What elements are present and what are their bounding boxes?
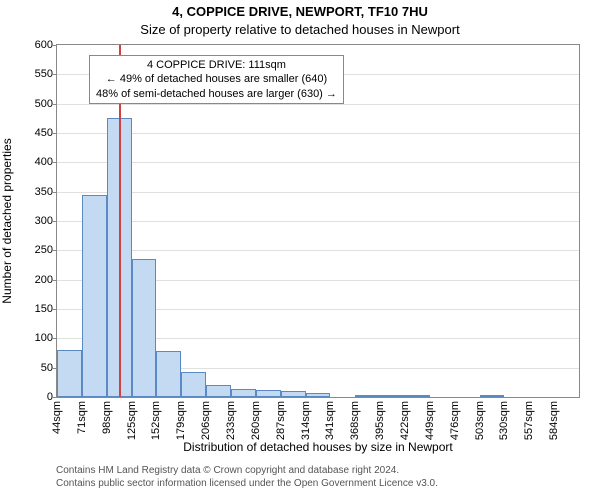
histogram-bar: [82, 195, 107, 397]
x-tick-label: 206sqm: [200, 401, 212, 440]
y-tick-label: 500: [13, 98, 53, 110]
y-tick-mark: [53, 45, 57, 46]
x-tick-label: 287sqm: [275, 401, 287, 440]
x-tick-label: 449sqm: [424, 401, 436, 440]
y-tick-label: 100: [13, 332, 53, 344]
footer-line-2: Contains public sector information licen…: [56, 478, 580, 491]
x-tick-label: 476sqm: [449, 401, 461, 440]
chart-plot-area: 05010015020025030035040045050055060044sq…: [56, 44, 580, 398]
gridline-h: [57, 133, 579, 134]
x-tick-label: 125sqm: [126, 401, 138, 440]
gridline-h: [57, 162, 579, 163]
x-tick-label: 71sqm: [76, 401, 88, 434]
y-tick-label: 400: [13, 156, 53, 168]
x-tick-label: 233sqm: [225, 401, 237, 440]
gridline-h: [57, 250, 579, 251]
y-tick-label: 250: [13, 244, 53, 256]
x-tick-label: 44sqm: [51, 401, 63, 434]
x-tick-label: 179sqm: [175, 401, 187, 440]
y-tick-label: 300: [13, 215, 53, 227]
gridline-h: [57, 192, 579, 193]
y-tick-mark: [53, 309, 57, 310]
x-tick-label: 422sqm: [399, 401, 411, 440]
annotation-box: 4 COPPICE DRIVE: 111sqm← 49% of detached…: [89, 55, 344, 104]
histogram-bar: [181, 372, 206, 397]
y-tick-mark: [53, 280, 57, 281]
y-tick-label: 600: [13, 39, 53, 51]
y-tick-mark: [53, 162, 57, 163]
histogram-bar: [57, 350, 82, 397]
x-tick-label: 395sqm: [374, 401, 386, 440]
x-tick-label: 152sqm: [150, 401, 162, 440]
histogram-bar: [156, 351, 181, 397]
histogram-bar: [231, 389, 256, 397]
x-tick-label: 98sqm: [101, 401, 113, 434]
histogram-bar: [206, 385, 231, 397]
y-tick-mark: [53, 221, 57, 222]
y-tick-label: 200: [13, 274, 53, 286]
x-tick-label: 503sqm: [474, 401, 486, 440]
x-tick-label: 314sqm: [300, 401, 312, 440]
chart-footer: Contains HM Land Registry data © Crown c…: [56, 465, 580, 490]
histogram-bar: [380, 395, 405, 397]
histogram-bar: [281, 391, 306, 397]
x-tick-label: 260sqm: [250, 401, 262, 440]
y-tick-label: 150: [13, 303, 53, 315]
y-tick-label: 550: [13, 68, 53, 80]
x-tick-label: 557sqm: [523, 401, 535, 440]
x-tick-label: 530sqm: [498, 401, 510, 440]
y-tick-mark: [53, 104, 57, 105]
x-tick-label: 584sqm: [548, 401, 560, 440]
y-tick-mark: [53, 192, 57, 193]
histogram-bar: [480, 395, 505, 397]
gridline-h: [57, 221, 579, 222]
histogram-bar: [355, 395, 380, 397]
y-tick-mark: [53, 74, 57, 75]
histogram-bar: [405, 395, 430, 397]
y-tick-mark: [53, 250, 57, 251]
footer-line-1: Contains HM Land Registry data © Crown c…: [56, 465, 580, 478]
histogram-bar: [256, 390, 281, 397]
x-tick-label: 368sqm: [349, 401, 361, 440]
histogram-bar: [306, 393, 331, 397]
x-tick-label: 341sqm: [324, 401, 336, 440]
y-tick-label: 350: [13, 186, 53, 198]
y-tick-mark: [53, 338, 57, 339]
annotation-line: 48% of semi-detached houses are larger (…: [96, 87, 337, 101]
annotation-line: ← 49% of detached houses are smaller (64…: [96, 72, 337, 86]
chart-title-main: 4, COPPICE DRIVE, NEWPORT, TF10 7HU: [0, 4, 600, 19]
histogram-bar: [132, 259, 157, 397]
y-tick-mark: [53, 133, 57, 134]
chart-title-sub: Size of property relative to detached ho…: [0, 22, 600, 37]
x-axis-label: Distribution of detached houses by size …: [56, 440, 580, 454]
y-tick-label: 0: [13, 391, 53, 403]
annotation-line: 4 COPPICE DRIVE: 111sqm: [96, 58, 337, 72]
y-tick-label: 50: [13, 362, 53, 374]
y-tick-mark: [53, 397, 57, 398]
y-tick-label: 450: [13, 127, 53, 139]
